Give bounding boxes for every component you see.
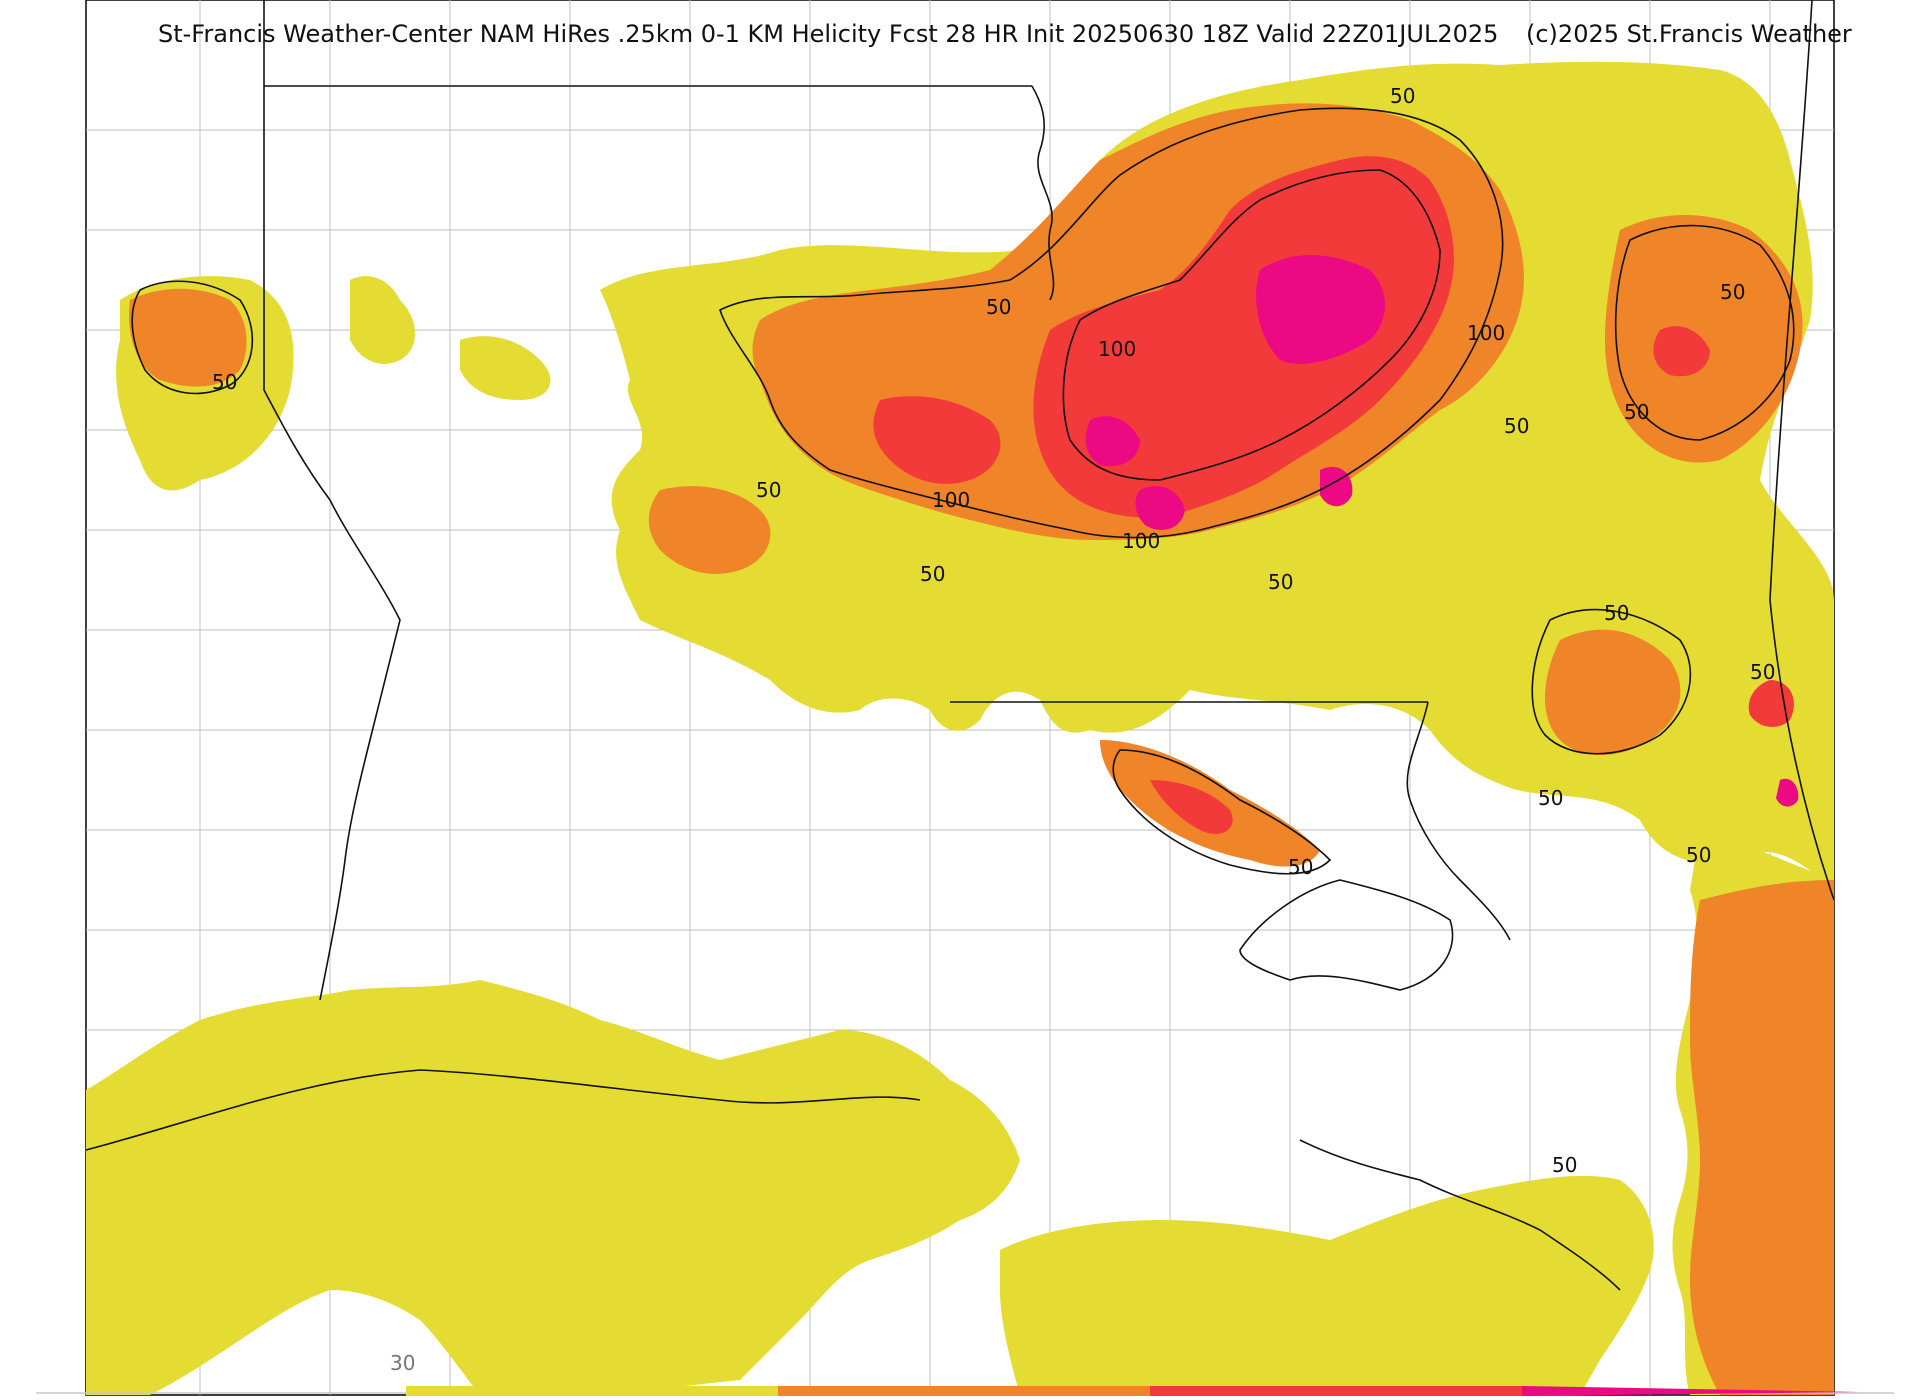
colorbar-segment-extreme (1522, 1386, 1860, 1396)
contour-label-50: 50 (1288, 855, 1313, 879)
contour-label-100: 100 (1098, 337, 1136, 361)
contour-label-50: 50 (1604, 601, 1629, 625)
contour-label-50: 50 (1552, 1153, 1577, 1177)
colorbar-segment-low (406, 1386, 778, 1396)
colorbar: 30 (36, 1351, 1894, 1396)
coastline (1239, 879, 1621, 1291)
state-boundaries (85, 0, 1835, 1151)
contour-label-50: 50 (1624, 400, 1649, 424)
contour-lines (131, 107, 1795, 875)
contour-label-50: 50 (1720, 280, 1745, 304)
colorbar-tick-label: 30 (390, 1351, 415, 1375)
contour-labels: 50 50 100 100 50 50 50 50 50 100 100 50 … (212, 84, 1775, 1177)
contour-label-50: 50 (1538, 786, 1563, 810)
copyright-text: (c)2025 St.Francis Weather (1526, 20, 1852, 48)
contour-label-100: 100 (1467, 321, 1505, 345)
colorbar-segment-high (1150, 1386, 1522, 1396)
contour-label-50: 50 (1504, 414, 1529, 438)
contour-label-50: 50 (986, 295, 1011, 319)
contour-label-50: 50 (1686, 843, 1711, 867)
contour-label-100: 100 (932, 488, 970, 512)
colorbar-segment-mid (778, 1386, 1150, 1396)
contour-label-50: 50 (212, 370, 237, 394)
contour-label-50: 50 (1390, 84, 1415, 108)
contour-label-50: 50 (756, 478, 781, 502)
shading-high (873, 156, 1794, 834)
contour-label-100: 100 (1122, 529, 1160, 553)
contour-label-50: 50 (920, 562, 945, 586)
contour-label-50: 50 (1268, 570, 1293, 594)
map-title: St-Francis Weather-Center NAM HiRes .25k… (158, 20, 1498, 48)
contour-label-50: 50 (1750, 660, 1775, 684)
